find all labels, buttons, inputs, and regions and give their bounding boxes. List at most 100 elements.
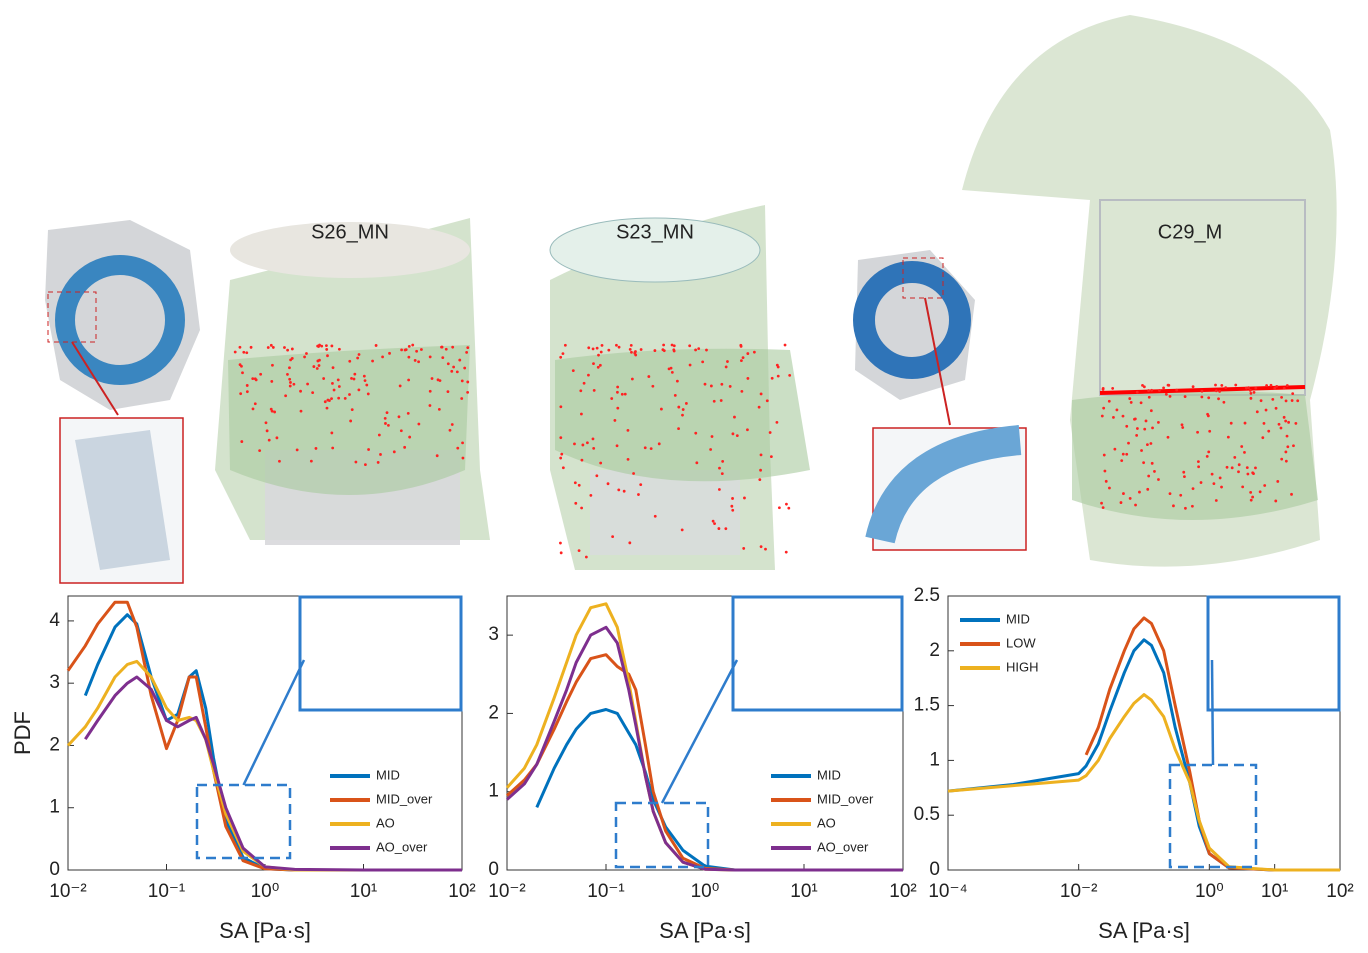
legend-label: LOW <box>1006 635 1036 650</box>
particle <box>1220 384 1223 387</box>
particle <box>670 367 673 370</box>
particle <box>1285 399 1288 402</box>
particle <box>299 390 302 393</box>
valve-label: S23_MN <box>616 221 694 243</box>
particle <box>404 349 407 352</box>
particle <box>1142 461 1145 464</box>
particle <box>326 407 329 410</box>
particle <box>460 397 463 400</box>
particle <box>387 424 390 427</box>
particle <box>1286 445 1289 448</box>
particle <box>1271 398 1274 401</box>
particle <box>560 551 563 554</box>
particle <box>597 366 600 369</box>
particle <box>447 390 450 393</box>
particle <box>760 545 763 548</box>
particle <box>1284 451 1287 454</box>
particle <box>254 402 257 405</box>
particle <box>330 345 333 348</box>
particle <box>660 408 663 411</box>
particle <box>729 385 732 388</box>
particle <box>713 400 716 403</box>
particle <box>712 520 715 523</box>
plot-area <box>68 596 462 870</box>
particle <box>580 413 583 416</box>
particle <box>1208 430 1211 433</box>
particle <box>1273 387 1276 390</box>
particle <box>286 373 289 376</box>
particle <box>1206 413 1209 416</box>
particle <box>1231 466 1234 469</box>
particle <box>721 472 724 475</box>
particle <box>1134 504 1137 507</box>
particle <box>1287 421 1290 424</box>
particle <box>429 404 432 407</box>
y-tick-label: 1 <box>49 797 60 818</box>
particle <box>713 522 716 525</box>
particle <box>1265 384 1268 387</box>
particle <box>711 435 714 438</box>
particle <box>1263 484 1266 487</box>
particle <box>1252 472 1255 475</box>
particle <box>632 472 635 475</box>
particle <box>787 507 790 510</box>
particle <box>333 389 336 392</box>
x-tick-label: 10⁰ <box>251 881 280 902</box>
particle <box>1105 480 1108 483</box>
figure: S26_MN S23_MN C29_M 0123410⁻²10⁻¹10⁰10¹1… <box>0 0 1368 948</box>
particle <box>331 447 334 450</box>
particle <box>746 377 749 380</box>
particle <box>1102 387 1105 390</box>
particle <box>1254 466 1257 469</box>
particle <box>414 359 417 362</box>
particle <box>1112 416 1115 419</box>
particle <box>600 351 603 354</box>
x-tick-label: 10² <box>1326 881 1353 902</box>
particle <box>1145 420 1148 423</box>
particle <box>574 481 577 484</box>
particle <box>250 346 253 349</box>
particle <box>1169 395 1172 398</box>
particle <box>375 344 378 347</box>
particle <box>338 385 341 388</box>
particle <box>1172 504 1175 507</box>
particle <box>458 359 461 362</box>
particle <box>325 348 328 351</box>
particle <box>1179 494 1182 497</box>
particle <box>651 385 654 388</box>
particle <box>578 484 581 487</box>
particle <box>1165 393 1168 396</box>
particle <box>673 344 676 347</box>
particle <box>1286 435 1289 438</box>
particle <box>349 420 352 423</box>
particle <box>613 419 616 422</box>
particle <box>1127 442 1130 445</box>
particle <box>417 423 420 426</box>
particle <box>1143 428 1146 431</box>
particle <box>1113 448 1116 451</box>
particle <box>704 383 707 386</box>
particle <box>1241 485 1244 488</box>
particle <box>429 355 432 358</box>
particle <box>621 393 624 396</box>
particle <box>241 371 244 374</box>
particle <box>607 482 610 485</box>
chart: 0123410⁻²10⁻¹10⁰10¹10²SA [Pa·s]PDFMIDMID… <box>10 596 476 943</box>
particle <box>1250 392 1253 395</box>
x-tick-label: 10⁻² <box>488 881 526 902</box>
particle <box>720 399 723 402</box>
particle <box>1147 389 1150 392</box>
particle <box>1130 401 1133 404</box>
particle <box>388 352 391 355</box>
particle <box>326 354 329 357</box>
particle <box>276 436 279 439</box>
particle <box>365 384 368 387</box>
particle <box>769 431 772 434</box>
particle <box>644 446 647 449</box>
particle <box>1181 423 1184 426</box>
particle <box>709 448 712 451</box>
particle <box>1134 417 1137 420</box>
particle <box>1122 415 1125 418</box>
particle <box>1150 409 1153 412</box>
particle <box>363 375 366 378</box>
